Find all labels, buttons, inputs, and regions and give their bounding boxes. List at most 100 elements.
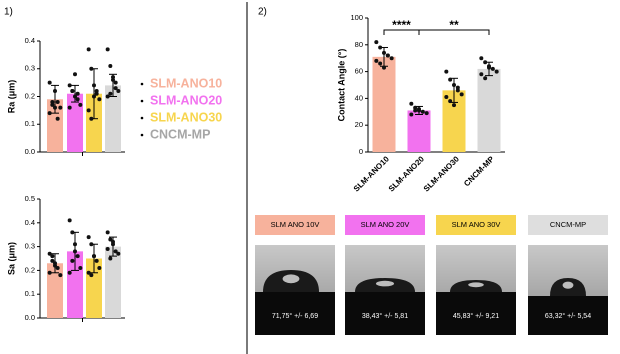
image-label-box bbox=[255, 215, 335, 235]
data-point bbox=[105, 94, 110, 99]
data-point bbox=[374, 58, 379, 63]
data-point bbox=[111, 77, 115, 82]
droplet-highlight bbox=[562, 281, 574, 289]
bar bbox=[477, 68, 501, 152]
data-point bbox=[70, 258, 75, 263]
data-point bbox=[73, 94, 77, 99]
data-point bbox=[389, 56, 394, 61]
image-label: SLM ANO 30V bbox=[452, 220, 501, 229]
significance-label: **** bbox=[392, 18, 411, 32]
data-point bbox=[50, 100, 55, 105]
data-point bbox=[111, 239, 115, 244]
data-point bbox=[75, 91, 80, 96]
data-point bbox=[58, 273, 63, 278]
y-tick-label: 0.2 bbox=[25, 91, 35, 100]
data-point bbox=[483, 76, 488, 81]
data-point bbox=[378, 61, 383, 66]
data-point bbox=[75, 97, 80, 102]
data-point bbox=[108, 63, 113, 68]
bar bbox=[47, 263, 63, 318]
data-point bbox=[108, 91, 113, 96]
data-point bbox=[78, 102, 83, 107]
bar bbox=[407, 110, 431, 152]
data-point bbox=[409, 101, 414, 106]
y-axis-label: Contact Angle (°) bbox=[336, 49, 346, 122]
data-point bbox=[53, 88, 57, 93]
substrate bbox=[345, 292, 425, 335]
data-point bbox=[94, 258, 99, 263]
y-tick-label: 0 bbox=[359, 147, 363, 156]
data-point bbox=[448, 99, 453, 104]
data-point bbox=[53, 105, 57, 110]
y-axis-label: Sa (μm) bbox=[6, 242, 16, 275]
contact-angle-result: 38,43° +/- 5,81 bbox=[362, 312, 408, 320]
data-point bbox=[94, 91, 99, 96]
y-tick-label: 0.4 bbox=[25, 218, 35, 227]
panel-label: 1) bbox=[4, 7, 13, 18]
bar bbox=[442, 90, 466, 152]
data-point bbox=[55, 266, 60, 271]
data-point bbox=[494, 69, 499, 74]
data-point bbox=[47, 80, 52, 85]
data-point bbox=[67, 218, 72, 223]
data-point bbox=[89, 66, 94, 71]
legend-bullet bbox=[140, 116, 144, 120]
legend-label: SLM-ANO30 bbox=[150, 110, 222, 124]
data-point bbox=[490, 66, 495, 71]
data-point bbox=[113, 80, 118, 85]
droplet-highlight bbox=[376, 280, 394, 287]
data-point bbox=[86, 47, 91, 52]
data-point bbox=[108, 237, 113, 242]
data-point bbox=[459, 92, 464, 97]
data-point bbox=[105, 47, 110, 52]
data-point bbox=[409, 112, 414, 117]
y-tick-label: 0.3 bbox=[25, 242, 35, 251]
legend-label: CNCM-MP bbox=[150, 127, 210, 141]
data-point bbox=[382, 50, 386, 55]
legend-bullet bbox=[140, 133, 144, 137]
data-point bbox=[94, 88, 99, 93]
data-point bbox=[97, 97, 102, 102]
data-point bbox=[413, 108, 418, 113]
data-point bbox=[92, 83, 96, 88]
data-point bbox=[73, 249, 77, 254]
y-tick-label: 40 bbox=[355, 93, 363, 102]
data-point bbox=[424, 111, 429, 116]
y-tick-label: 0.5 bbox=[25, 194, 35, 203]
data-point bbox=[67, 270, 72, 275]
data-point bbox=[47, 270, 52, 275]
data-point bbox=[378, 45, 383, 50]
data-point bbox=[86, 270, 91, 275]
legend-label: SLM-ANO10 bbox=[150, 76, 222, 90]
bar bbox=[105, 85, 121, 152]
y-tick-label: 0.1 bbox=[25, 119, 35, 128]
data-point bbox=[70, 88, 75, 93]
data-point bbox=[47, 111, 52, 116]
data-point bbox=[455, 85, 460, 90]
legend-bullet bbox=[140, 99, 144, 103]
substrate bbox=[255, 292, 335, 335]
data-point bbox=[374, 40, 379, 45]
data-point bbox=[385, 53, 390, 58]
droplet-highlight bbox=[468, 282, 484, 288]
image-label-box bbox=[345, 215, 425, 235]
data-point bbox=[78, 266, 83, 271]
data-point bbox=[53, 261, 57, 266]
contact-angle-result: 45,83° +/- 9,21 bbox=[453, 312, 499, 320]
y-tick-label: 20 bbox=[355, 120, 363, 129]
legend-label: SLM-ANO20 bbox=[150, 93, 222, 107]
y-tick-label: 0.2 bbox=[25, 265, 35, 274]
data-point bbox=[111, 75, 115, 80]
substrate bbox=[528, 296, 608, 335]
data-point bbox=[89, 242, 94, 247]
data-point bbox=[487, 65, 491, 70]
y-tick-label: 0.3 bbox=[25, 64, 35, 73]
data-point bbox=[70, 230, 75, 235]
significance-bracket bbox=[418, 29, 490, 35]
data-point bbox=[73, 242, 77, 247]
panel-label: 2) bbox=[258, 7, 267, 18]
significance-label: ** bbox=[449, 18, 459, 32]
data-point bbox=[92, 94, 96, 99]
data-point bbox=[89, 273, 94, 278]
data-point bbox=[86, 235, 91, 240]
